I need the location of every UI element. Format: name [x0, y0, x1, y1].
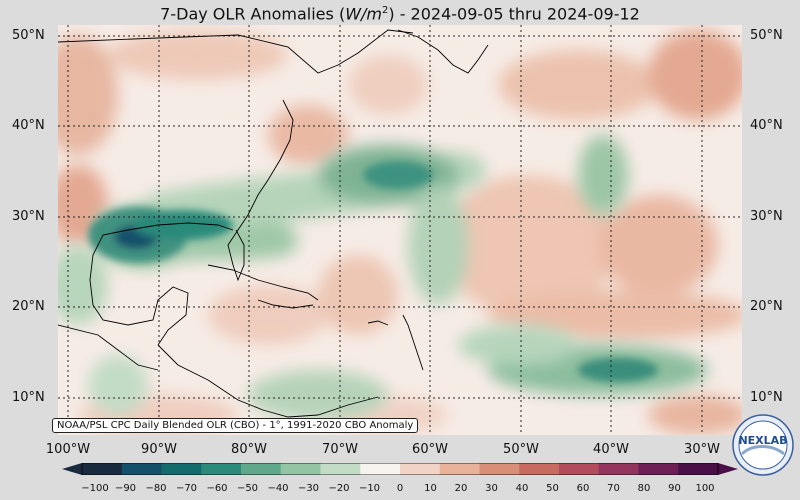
colorbar-tick-label: 90 [668, 483, 681, 494]
lat-label-50n-right: 50°N [750, 28, 783, 43]
data-source-credit: NOAA/PSL CPC Daily Blended OLR (CBO) - 1… [52, 418, 419, 433]
colorbar-min-arrow [62, 463, 82, 475]
colorbar-tick-label: −20 [328, 483, 350, 494]
lat-label-20n-right: 20°N [750, 299, 783, 314]
lon-label-70w: 70°W [322, 442, 358, 457]
title-date-range: ) - 2024-09-05 thru 2024-09-12 [388, 4, 640, 24]
lon-label-60w: 60°W [412, 442, 448, 457]
lon-label-90w: 90°W [141, 442, 177, 457]
colorbar [62, 463, 738, 475]
colorbar-segment [439, 463, 480, 475]
lon-label-100w: 100°W [45, 442, 91, 457]
colorbar-tick-label: 30 [485, 483, 498, 494]
lat-label-10n-right: 10°N [750, 390, 783, 405]
colorbar-tick-label: 40 [515, 483, 529, 494]
colorbar-segment [638, 463, 679, 475]
title-unit: W/m [345, 4, 382, 24]
colorbar-tick-label: −50 [236, 483, 259, 494]
colorbar-max-arrow [718, 463, 738, 475]
lon-label-50w: 50°W [503, 442, 539, 457]
lon-label-40w: 40°W [593, 442, 629, 457]
colorbar-tick-label: 70 [607, 483, 620, 494]
colorbar-tick-label: 80 [637, 483, 651, 494]
nexlab-logo: NEXLAB [732, 414, 794, 476]
lat-label-40n-left: 40°N [12, 118, 45, 133]
colorbar-segment [320, 463, 361, 475]
colorbar-tick-label: −100 [81, 483, 109, 494]
colorbar-segment [479, 463, 520, 475]
colorbar-tick-label: −10 [358, 483, 381, 494]
colorbar-tick-label: −70 [175, 483, 198, 494]
colorbar-tick-label: −90 [114, 483, 137, 494]
lon-label-80w: 80°W [231, 442, 267, 457]
positive-anomaly-field [58, 30, 742, 435]
strong-negative-core [88, 161, 658, 382]
colorbar-segment [559, 463, 600, 475]
map-title: 7-Day OLR Anomalies (W/m2) - 2024-09-05 … [0, 0, 800, 24]
lat-label-30n-left: 30°N [12, 209, 45, 224]
colorbar-segment [82, 463, 123, 475]
colorbar-tick-label: 10 [424, 483, 437, 494]
colorbar-segment [241, 463, 282, 475]
colorbar-frame [81, 463, 719, 475]
lat-label-10n-left: 10°N [12, 390, 45, 405]
colorbar-tick-label: −60 [206, 483, 228, 494]
colorbar-tick-label: 60 [576, 483, 590, 494]
colorbar-segment [280, 463, 321, 475]
colorbar-tick-label: 50 [546, 483, 559, 494]
lat-label-40n-right: 40°N [750, 118, 783, 133]
colorbar-segment [678, 463, 719, 475]
colorbar-tick-label: −80 [145, 483, 167, 494]
lat-label-50n-left: 50°N [12, 28, 45, 43]
colorbar-tick-label: 20 [454, 483, 468, 494]
colorbar-segment [400, 463, 441, 475]
colorbar-segment [360, 463, 401, 475]
colorbar-segment [519, 463, 560, 475]
olr-anomaly-map [58, 25, 742, 435]
lon-label-30w: 30°W [684, 442, 720, 457]
colorbar-segment [121, 463, 162, 475]
lat-label-30n-right: 30°N [750, 209, 783, 224]
colorbar-tick-label: −30 [297, 483, 320, 494]
colorbar-segment [201, 463, 242, 475]
title-text: 7-Day OLR Anomalies ( [160, 4, 346, 24]
graticule [58, 25, 742, 435]
colorbar-tick-label: −40 [267, 483, 289, 494]
colorbar-segment [598, 463, 639, 475]
title-unit-exponent: 2 [381, 5, 389, 16]
logo-text: NEXLAB [738, 434, 787, 447]
colorbar-segment [161, 463, 202, 475]
coastlines [58, 29, 489, 418]
lat-label-20n-left: 20°N [12, 299, 45, 314]
colorbar-segments [82, 463, 719, 475]
colorbar-tick-label: 0 [396, 483, 404, 494]
colorbar-tick-label: 100 [695, 483, 715, 494]
